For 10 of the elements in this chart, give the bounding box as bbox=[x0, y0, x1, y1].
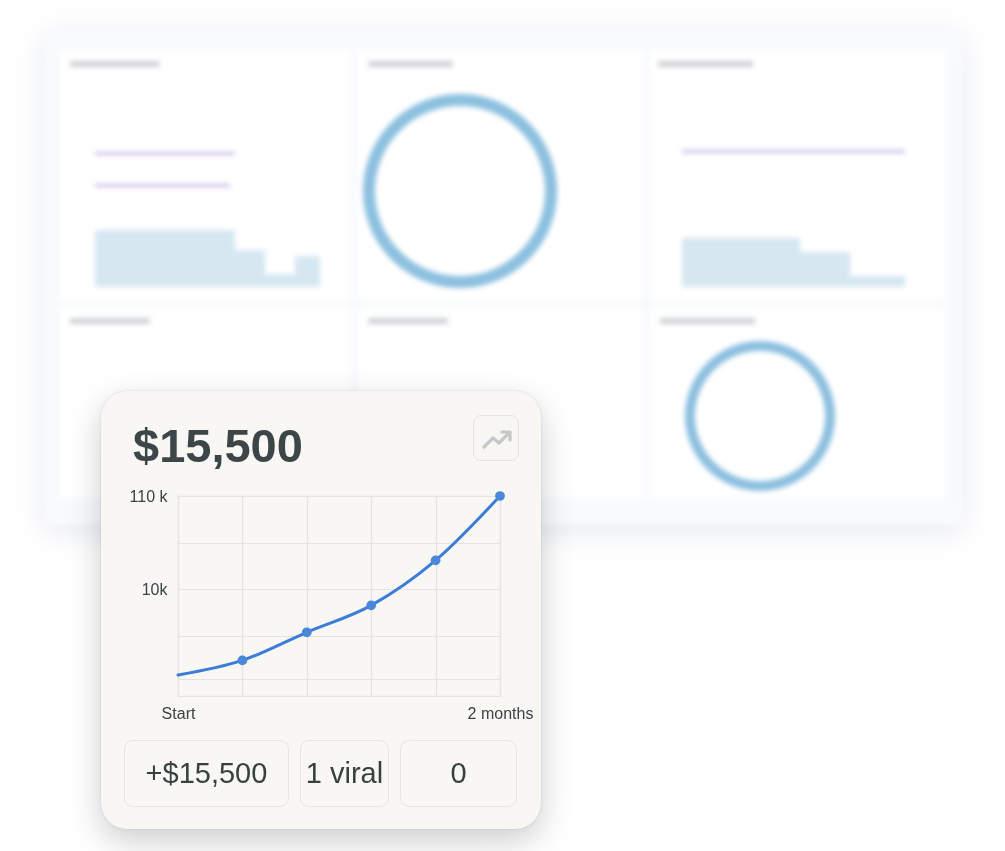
point bbox=[430, 555, 441, 566]
point bbox=[237, 655, 248, 666]
y-tick-label: 110 k bbox=[129, 487, 169, 505]
x-tick-label: Start bbox=[161, 704, 196, 722]
point bbox=[301, 627, 312, 638]
x-tick-label: 2 months bbox=[467, 704, 534, 722]
y-tick-label: 10k bbox=[141, 580, 169, 598]
point bbox=[366, 600, 377, 611]
point bbox=[495, 491, 505, 501]
chart-title: $15,500 bbox=[133, 419, 303, 472]
